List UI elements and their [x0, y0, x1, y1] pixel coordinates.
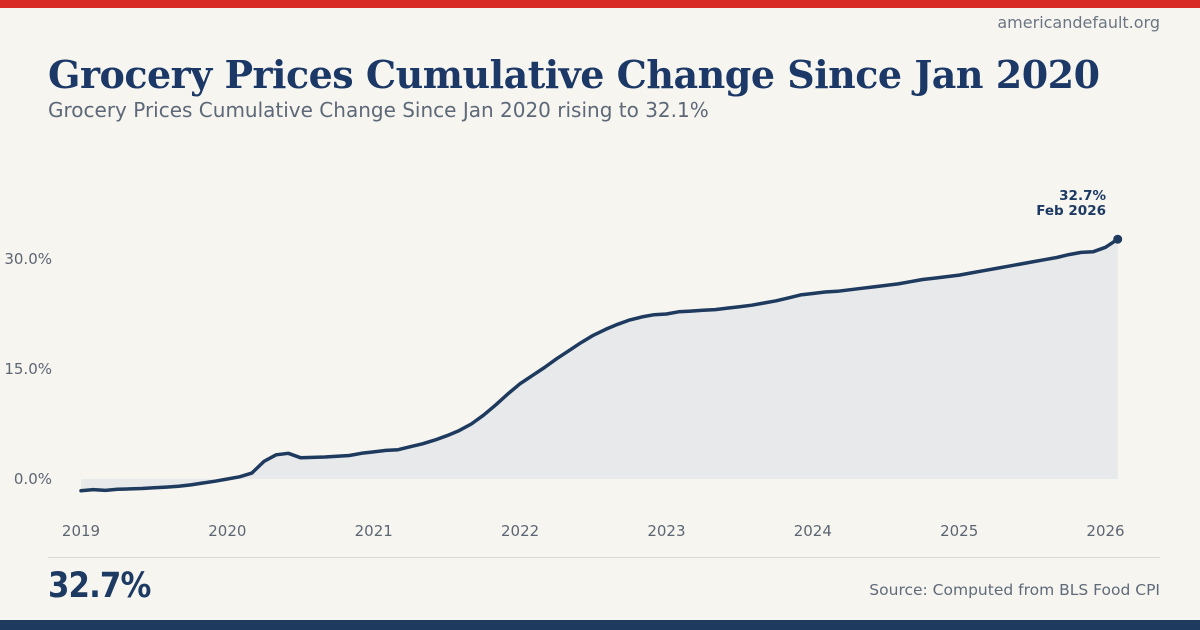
x-tick-label: 2019 — [61, 522, 101, 540]
footer-divider — [48, 557, 1160, 558]
x-tick-label: 2025 — [940, 522, 979, 540]
page-subtitle: Grocery Prices Cumulative Change Since J… — [48, 98, 709, 122]
source-note: Source: Computed from BLS Food CPI — [869, 581, 1160, 599]
x-tick-label: 2020 — [208, 522, 247, 540]
site-name[interactable]: americandefault.org — [997, 13, 1160, 32]
latest-point-date: Feb 2026 — [1036, 203, 1106, 219]
top-accent-bar — [0, 0, 1200, 8]
latest-point-annotation: 32.7% Feb 2026 — [1036, 189, 1106, 219]
y-tick-label: 0.0% — [13, 470, 52, 488]
chart-end-dot — [1113, 234, 1123, 244]
x-tick-label: 2023 — [647, 522, 686, 540]
bottom-accent-bar — [0, 620, 1200, 630]
chart-line — [79, 237, 1120, 493]
latest-point-value: 32.7% — [1059, 188, 1106, 204]
x-tick-label: 2024 — [793, 522, 832, 540]
y-tick-label: 15.0% — [4, 360, 52, 378]
x-tick-label: 2022 — [500, 522, 540, 540]
page-title: Grocery Prices Cumulative Change Since J… — [48, 52, 1100, 97]
x-tick-label: 2026 — [1086, 522, 1125, 540]
x-tick-label: 2021 — [354, 522, 393, 540]
headline-value: 32.7% — [48, 566, 151, 606]
y-tick-label: 30.0% — [4, 250, 52, 268]
chart-area-fill — [81, 239, 1118, 491]
